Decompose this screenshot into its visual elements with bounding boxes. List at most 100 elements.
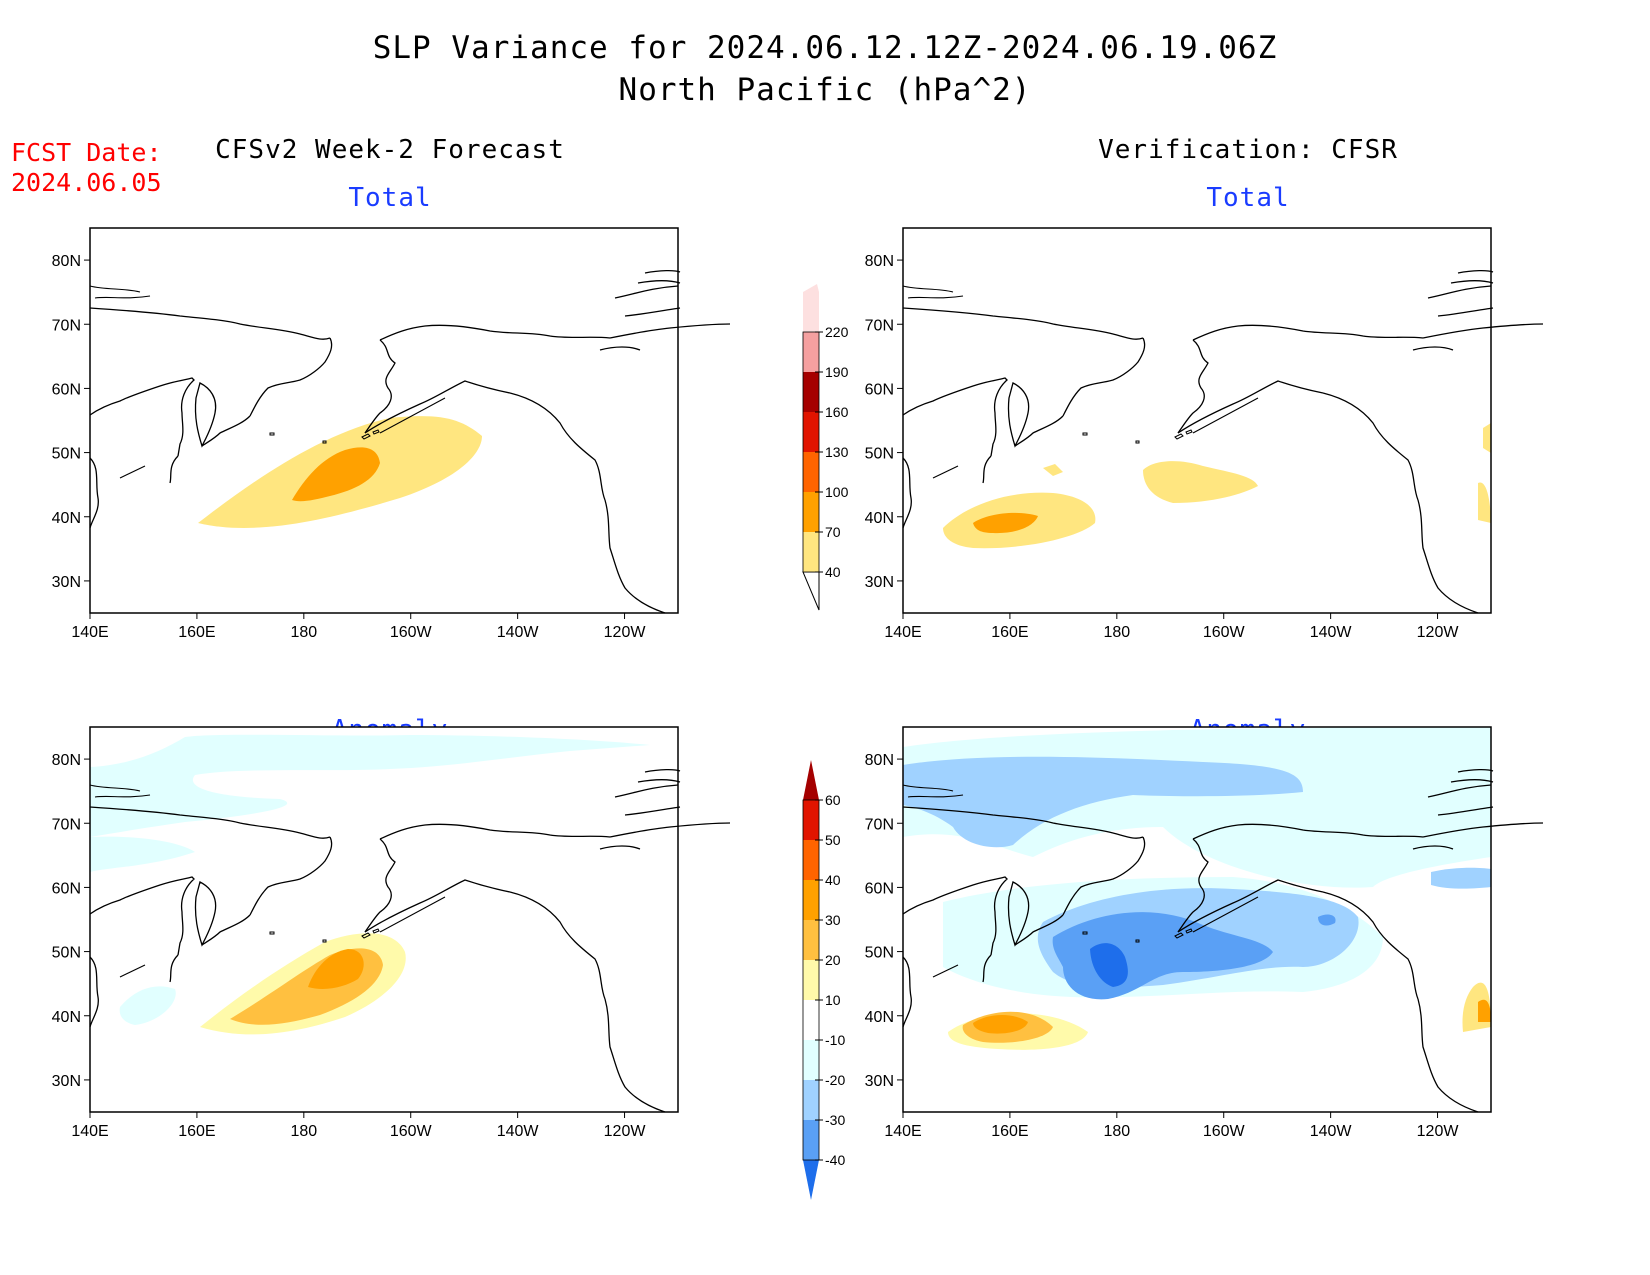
colorbar-total-label: 100 [825,484,849,500]
lon-tick-label: 140W [1310,624,1353,641]
colorbar-total-swatch [803,452,819,492]
lon-tick-label: 140W [497,1123,540,1140]
lon-tick-label: 160W [1203,1123,1246,1140]
lat-tick-label: 60N [52,381,81,398]
forecast-total-subtitle: Total [348,183,432,213]
colorbar-anomaly-label: -40 [825,1152,845,1168]
lon-tick-label: 140W [497,624,540,641]
lat-tick-label: 50N [865,945,894,962]
verification-column-title: Verification: CFSR [1098,135,1398,165]
colorbar-anomaly-label: 50 [825,832,841,848]
forecast-column-title: CFSv2 Week-2 Forecast [215,135,565,165]
colorbar-total-swatch [803,292,819,332]
lat-tick-label: 70N [52,816,81,833]
lat-tick-label: 60N [865,381,894,398]
panel-verification-total [902,227,1544,614]
colorbar-anomaly-label: -30 [825,1112,845,1128]
panel-verification-anomaly [902,726,1544,1113]
lon-tick-label: 160E [991,624,1028,641]
chart-title-line1: SLP Variance for 2024.06.12.12Z-2024.06.… [372,30,1278,66]
lat-tick-label: 50N [52,945,81,962]
colorbar-anomaly-swatch [803,920,819,960]
lat-tick-label: 60N [52,880,81,897]
colorbar-anomaly-high-arrow [803,760,819,800]
lon-tick-label: 140E [71,624,108,641]
axes-layer: 80N 70N 60N 50N 40N 30N 140E 160E 180 160W 140W 120… [52,253,1460,1140]
lat-tick-label: 40N [865,510,894,527]
lat-tick-label: 40N [865,1009,894,1026]
lat-tick-label: 70N [52,317,81,334]
colorbar-anomaly-outline [802,799,820,1161]
lat-tick-label: 70N [865,317,894,334]
lat-tick-label: 60N [865,880,894,897]
lat-tick-label: 70N [865,816,894,833]
colorbar-anomaly-swatch [803,1040,819,1080]
lon-tick-label: 180 [290,1123,317,1140]
lat-tick-label: 80N [865,253,894,270]
lon-tick-label: 180 [290,624,317,641]
panel-forecast-total [89,227,731,614]
lat-tick-label: 30N [52,574,81,591]
lat-tick-label: 30N [865,1073,894,1090]
colorbar-anomaly-label: -20 [825,1072,845,1088]
lon-tick-label: 160W [390,1123,433,1140]
panel-forecast-anomaly [89,726,731,1113]
verification-total-subtitle: Total [1206,183,1290,213]
lon-tick-label: 120W [1417,1123,1460,1140]
colorbar-anomaly-swatch [803,1080,819,1120]
colorbar-anomaly-low-arrow [803,1160,819,1200]
colorbar-anomaly-label: -10 [825,1032,845,1048]
lon-tick-label: 140E [884,624,921,641]
colorbar-anomaly-label: 10 [825,992,841,1008]
colorbar-total-swatch [803,412,819,452]
colorbar-anomaly-label: 60 [825,792,841,808]
fcst-date-value: 2024.06.05 [11,168,162,197]
lon-tick-label: 140E [884,1123,921,1140]
lon-tick-label: 140E [71,1123,108,1140]
colorbar-total-label: 190 [825,364,849,380]
lon-tick-label: 120W [604,624,647,641]
colorbar-anomaly-swatch [803,960,819,1000]
lat-tick-label: 40N [52,1009,81,1026]
lon-tick-label: 120W [604,1123,647,1140]
fcst-date: FCST Date: 2024.06.05 [11,138,162,198]
lat-tick-label: 50N [52,446,81,463]
lon-tick-label: 120W [1417,624,1460,641]
colorbar-total-swatch [803,532,819,572]
lon-tick-label: 160E [178,624,215,641]
fcst-date-label: FCST Date: [11,138,162,167]
colorbar-anomaly-swatch [803,800,819,840]
colorbar-total-swatch [803,332,819,372]
lat-tick-label: 30N [865,574,894,591]
colorbar-total-low-arrow [802,571,820,611]
colorbar-total-label: 220 [825,324,849,340]
lon-tick-label: 160E [991,1123,1028,1140]
lat-tick-label: 50N [865,446,894,463]
colorbar-anomaly-label: 40 [825,872,841,888]
colorbar-total-label: 40 [825,564,841,580]
lat-tick-label: 80N [865,752,894,769]
colorbar-anomaly: 60 50 40 30 20 10 -10 -20 -30 -40 [802,760,845,1200]
colorbar-total-label: 70 [825,524,841,540]
colorbar-total-high-arrow [803,284,819,292]
lat-tick-label: 80N [52,752,81,769]
lat-tick-label: 40N [52,510,81,527]
colorbar-anomaly-label: 20 [825,952,841,968]
colorbar-total-label: 130 [825,444,849,460]
colorbar-anomaly-swatch [803,1120,819,1160]
lon-tick-label: 180 [1103,624,1130,641]
colorbar-anomaly-label: 30 [825,912,841,928]
lon-tick-label: 160W [390,624,433,641]
lon-tick-label: 140W [1310,1123,1353,1140]
lat-tick-label: 30N [52,1073,81,1090]
colorbar-total-swatch [803,492,819,532]
lat-tick-label: 80N [52,253,81,270]
lon-tick-label: 180 [1103,1123,1130,1140]
colorbar-total-label: 160 [825,404,849,420]
chart-title-line2: North Pacific (hPa^2) [618,72,1032,108]
colorbar-anomaly-swatch [803,840,819,880]
colorbar-anomaly-swatch [803,1000,819,1040]
lon-tick-label: 160W [1203,624,1246,641]
colorbar-anomaly-swatch [803,880,819,920]
